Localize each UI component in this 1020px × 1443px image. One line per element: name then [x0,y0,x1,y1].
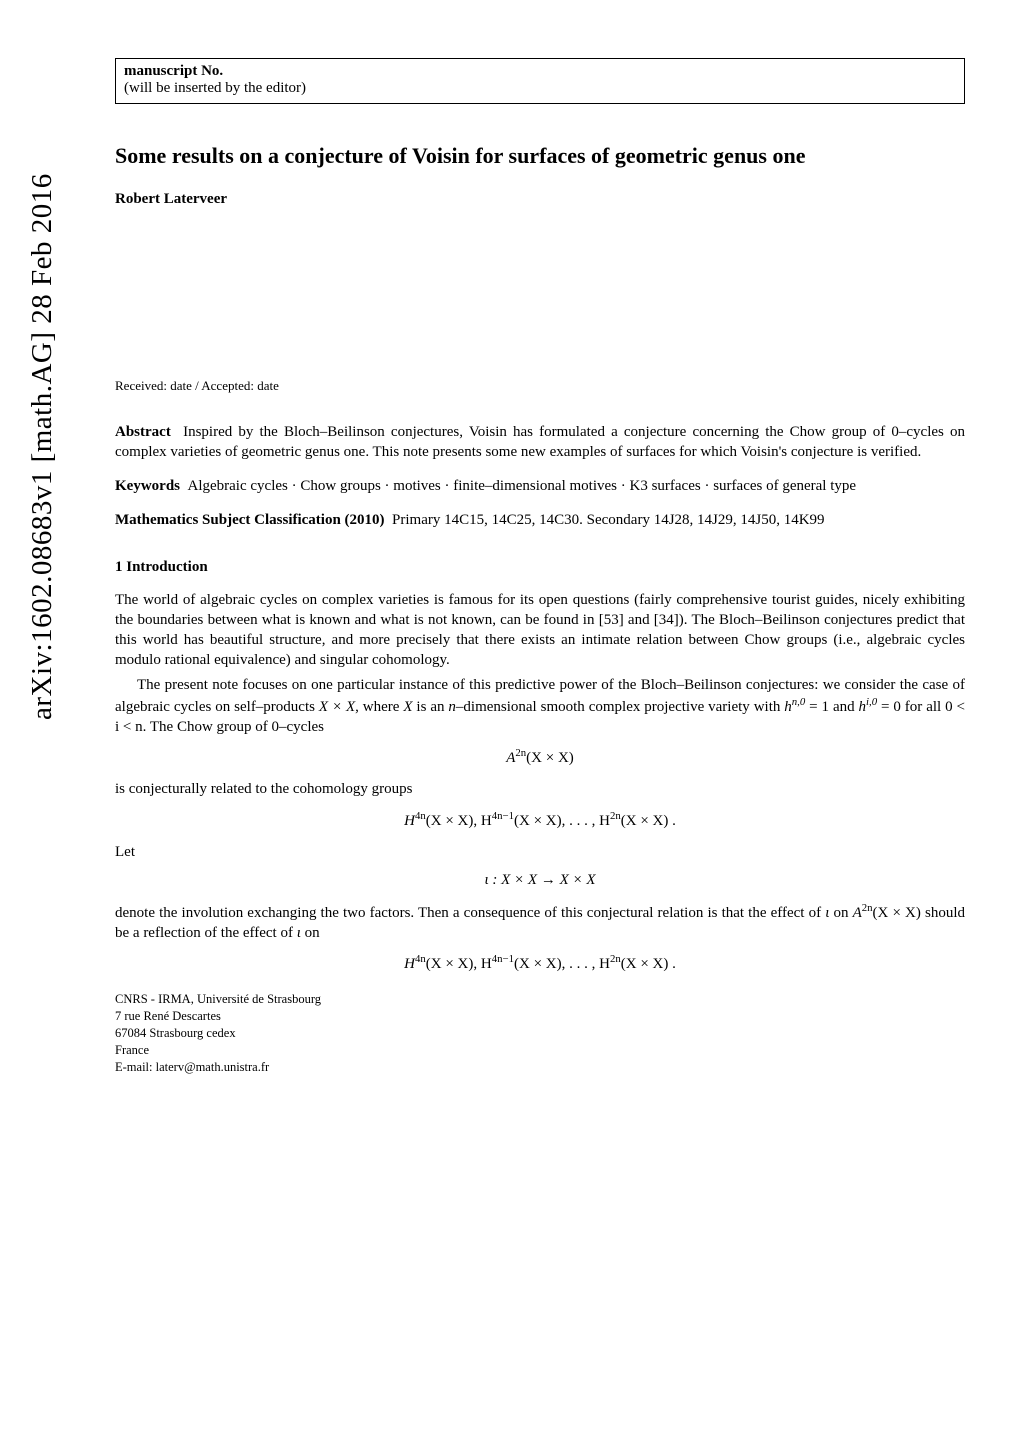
let-text: Let [115,842,965,862]
section-1-heading: 1 Introduction [115,559,965,576]
para4-text-d: on [301,925,320,941]
msc-block: Mathematics Subject Classification (2010… [115,510,965,530]
math-hn0: hn,0 = 1 [784,699,829,715]
para4-text-a: denote the involution exchanging the two… [115,905,825,921]
abstract-text: Inspired by the Bloch–Beilinson conjectu… [115,424,965,460]
math-x: X [403,699,412,715]
received-accepted-dates: Received: date / Accepted: date [115,378,965,394]
para2-text-e: and [829,699,858,715]
para2-text-f: for all [901,699,945,715]
display-math-hlist1: H4n(X × X), H4n−1(X × X), . . . , H2n(X … [115,810,965,830]
manuscript-no-placeholder: (will be inserted by the editor) [124,80,956,97]
math-a2nxx: A2n(X × X) [853,905,921,921]
keywords-text: Algebraic cycles · Chow groups · motives… [188,478,857,494]
intro-paragraph-2: The present note focuses on one particul… [115,675,965,738]
affiliation-line-3: 67084 Strasbourg cedex [115,1025,965,1042]
keywords-label: Keywords [115,478,180,494]
para2-text-c: is an [413,699,449,715]
abstract-label: Abstract [115,424,171,440]
math-n: n [448,699,456,715]
affiliation-line-4: France [115,1042,965,1059]
para2-text-g: . The Chow group of 0–cycles [143,719,324,735]
intro-paragraph-3: is conjecturally related to the cohomolo… [115,779,965,799]
manuscript-no-label: manuscript No. [124,63,956,80]
msc-text: Primary 14C15, 14C25, 14C30. Secondary 1… [392,512,825,528]
author-name: Robert Laterveer [115,191,965,208]
affiliation-email: E-mail: laterv@math.unistra.fr [115,1059,965,1076]
abstract-block: Abstract Inspired by the Bloch–Beilinson… [115,422,965,463]
arxiv-identifier: arXiv:1602.08683v1 [math.AG] 28 Feb 2016 [26,173,59,720]
page-content: manuscript No. (will be inserted by the … [115,58,965,1076]
math-hi0: hi,0 = 0 [859,699,901,715]
author-affiliation: CNRS - IRMA, Université de Strasbourg 7 … [115,991,965,1075]
para4-text-b: on [829,905,852,921]
intro-paragraph-4: denote the involution exchanging the two… [115,901,965,944]
display-math-a2n: A2n(X × X) [115,747,965,767]
affiliation-line-2: 7 rue René Descartes [115,1008,965,1025]
msc-label: Mathematics Subject Classification (2010… [115,512,385,528]
keywords-block: Keywords Algebraic cycles · Chow groups … [115,476,965,496]
manuscript-number-box: manuscript No. (will be inserted by the … [115,58,965,104]
para2-text-b: , where [355,699,403,715]
display-math-iota: ι : X × X → X × X [115,872,965,889]
para2-text-d: –dimensional smooth complex projective v… [456,699,784,715]
math-xxx: X × X [319,699,355,715]
display-math-hlist2: H4n(X × X), H4n−1(X × X), . . . , H2n(X … [115,953,965,973]
intro-paragraph-1: The world of algebraic cycles on complex… [115,590,965,671]
affiliation-line-1: CNRS - IRMA, Université de Strasbourg [115,991,965,1008]
paper-title: Some results on a conjecture of Voisin f… [115,142,965,171]
